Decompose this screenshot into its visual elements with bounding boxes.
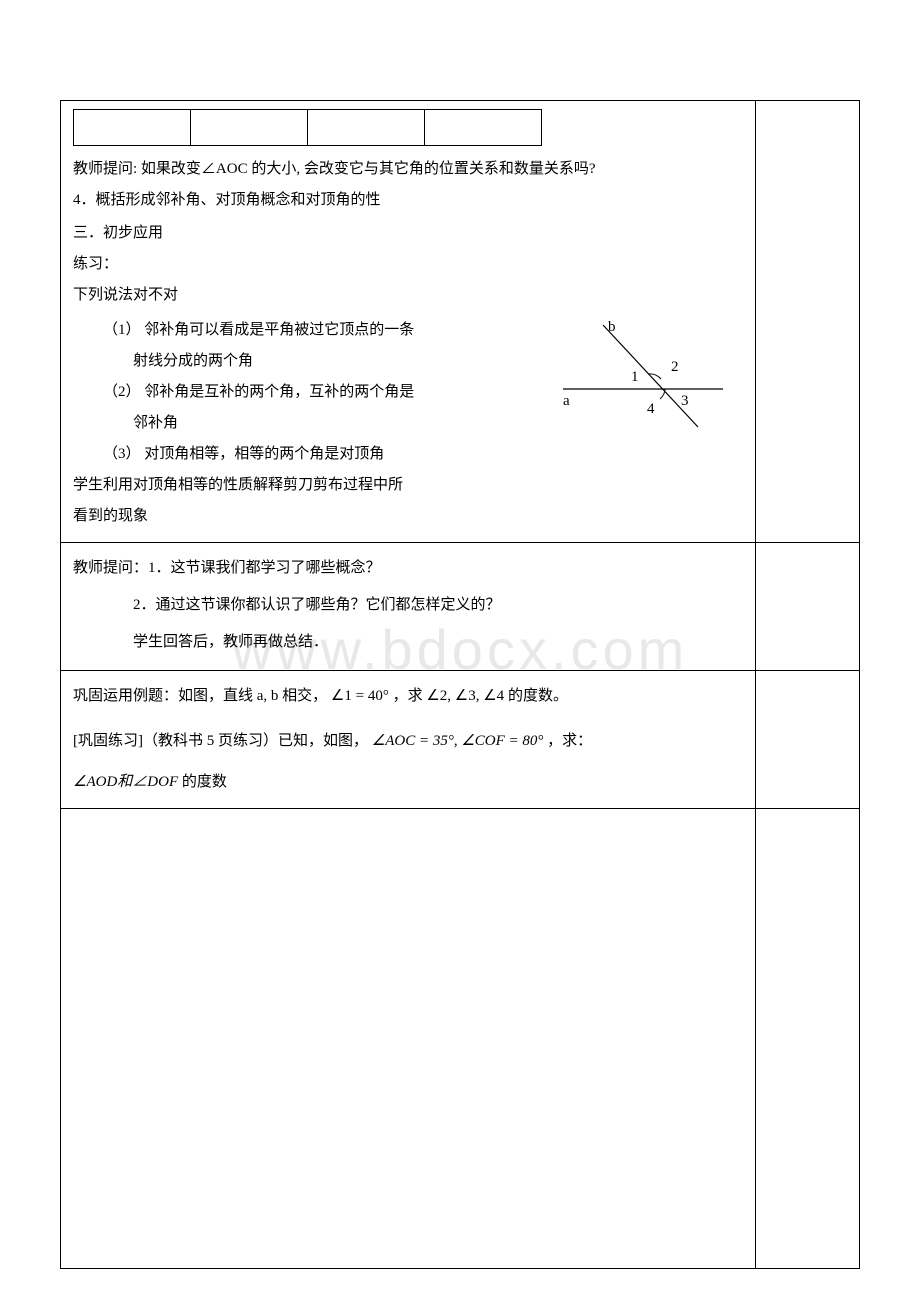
empty-grid: [73, 109, 542, 146]
practice-line-1: [巩固练习]（教科书 5 页练习）已知，如图， ∠AOC = 35°, ∠COF…: [73, 728, 743, 755]
closing-2: 看到的现象: [73, 503, 543, 530]
label-2: 2: [671, 359, 679, 375]
grid-cell: [425, 110, 542, 146]
closing-1: 学生利用对顶角相等的性质解释剪刀剪布过程中所: [73, 472, 543, 499]
item-2-label: （2）: [73, 384, 141, 400]
label-1: 1: [631, 369, 639, 385]
item-3-label: （3）: [73, 446, 141, 462]
teacher-closing: 学生回答后，教师再做总结．: [73, 629, 743, 656]
point-4: 4．概括形成邻补角、对顶角概念和对顶角的性: [73, 187, 743, 214]
section-3-main: 巩固运用例题：如图，直线 a, b 相交， ∠1 = 40° ，求 ∠2, ∠3…: [61, 671, 756, 809]
item-2-text-1: 邻补角是互补的两个角，互补的两个角是: [144, 384, 414, 400]
practice-line-2: ∠AOD和∠DOF 的度数: [73, 769, 743, 796]
grid-cell: [74, 110, 191, 146]
section-4-main: [61, 809, 756, 1269]
item-1-label: （1）: [73, 322, 141, 338]
teacher-question-1: 教师提问：1．这节课我们都学习了哪些概念？: [73, 555, 743, 582]
grid-cell: [308, 110, 425, 146]
item-3-text: 对顶角相等，相等的两个角是对顶角: [144, 446, 384, 462]
label-3: 3: [681, 393, 689, 409]
example-end: 的度数。: [508, 688, 568, 704]
example-prefix: 巩固运用例题：如图，直线 a, b 相交，: [73, 688, 327, 704]
document-table: 教师提问: 如果改变∠AOC 的大小, 会改变它与其它角的位置关系和数量关系吗?…: [60, 100, 860, 1269]
item-1-text-2: 射线分成的两个角: [73, 348, 543, 375]
example-math-1: ∠1 = 40°: [331, 688, 389, 704]
angle-diagram: b a 1 2 3 4: [553, 317, 733, 437]
practice-line-2-suffix: 的度数: [182, 774, 227, 790]
section-1-main: 教师提问: 如果改变∠AOC 的大小, 会改变它与其它角的位置关系和数量关系吗?…: [61, 101, 756, 543]
teacher-question: 教师提问: 如果改变∠AOC 的大小, 会改变它与其它角的位置关系和数量关系吗?: [73, 156, 743, 183]
grid-cell: [191, 110, 308, 146]
item-2-text-2: 邻补角: [73, 410, 543, 437]
example-line: 巩固运用例题：如图，直线 a, b 相交， ∠1 = 40° ，求 ∠2, ∠3…: [73, 683, 743, 710]
label-b: b: [608, 319, 616, 335]
label-4: 4: [647, 401, 655, 417]
example-math-2: ∠2, ∠3, ∠4: [426, 688, 504, 704]
section-title-3: 三．初步应用: [73, 220, 743, 247]
statement-intro: 下列说法对不对: [73, 282, 743, 309]
section-2-main: 教师提问：1．这节课我们都学习了哪些概念？ 2．通过这节课你都认识了哪些角？它们…: [61, 543, 756, 671]
section-2-side: [756, 543, 860, 671]
practice-math: ∠AOC = 35°, ∠COF = 80°: [372, 733, 544, 749]
practice-prefix: [巩固练习]（教科书 5 页练习）已知，如图，: [73, 733, 368, 749]
item-1-text-1: 邻补角可以看成是平角被过它顶点的一条: [144, 322, 414, 338]
practice-line-2-math: ∠AOD和∠DOF: [73, 774, 178, 790]
practice-label: 练习：: [73, 251, 743, 278]
section-3-side: [756, 671, 860, 809]
section-4-side: [756, 809, 860, 1269]
section-1-side: [756, 101, 860, 543]
teacher-question-2: 2．通过这节课你都认识了哪些角？它们都怎样定义的？: [73, 592, 743, 619]
label-a: a: [563, 393, 570, 409]
practice-suffix: ，求：: [547, 733, 592, 749]
example-mid-text: ，求: [393, 688, 423, 704]
